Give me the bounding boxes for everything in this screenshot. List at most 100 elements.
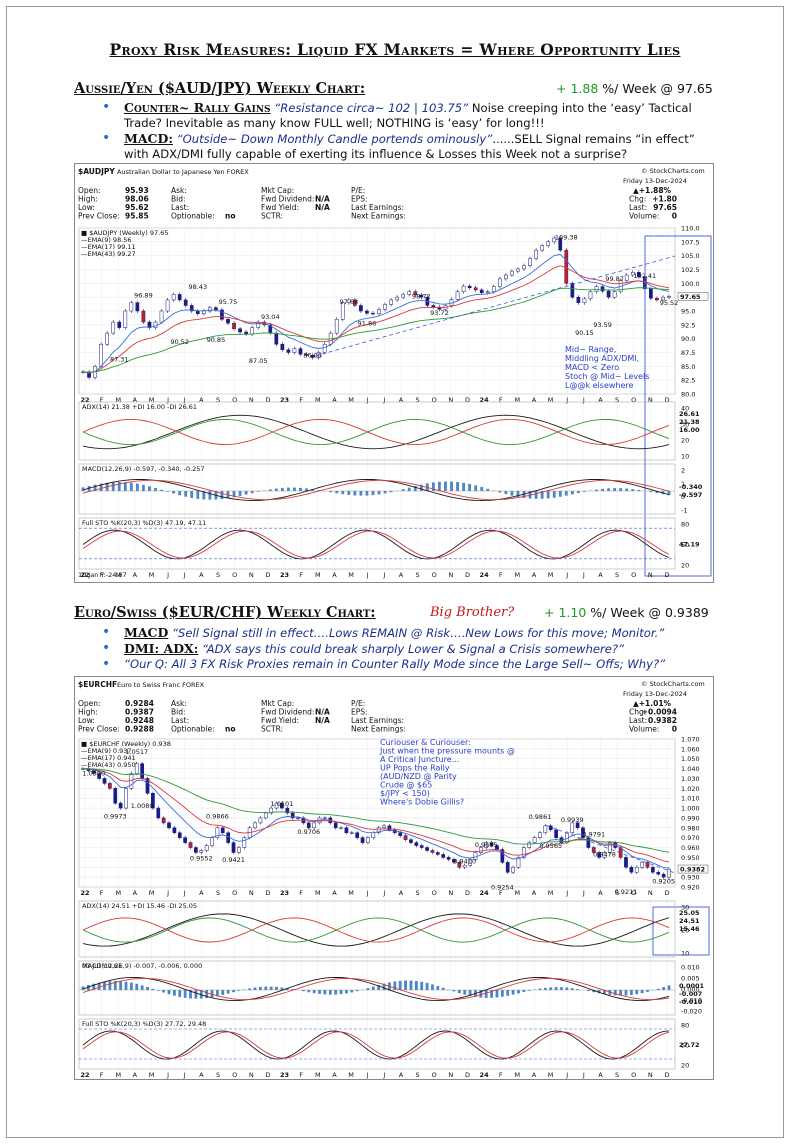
x-tick-26: M (515, 396, 521, 404)
macd-tick-2: 0.000 (681, 986, 700, 994)
macd-hist-16 (167, 990, 171, 995)
macd-hist-27 (226, 990, 230, 994)
candle-body-50 (349, 832, 354, 834)
candle-body-44 (346, 299, 351, 303)
quote-col3-3: SCTR: (261, 212, 283, 221)
candle-body-57 (387, 825, 392, 831)
sto-k-line (82, 1030, 670, 1060)
macd-hist-21 (208, 491, 212, 500)
macd-hist-55 (413, 486, 417, 491)
macd-hist-88 (554, 987, 558, 990)
macd-hist-63 (420, 981, 424, 990)
adx-value-1: 24.51 (679, 917, 700, 925)
candle-body-43 (312, 822, 317, 829)
price-label-12: 0.9861 (529, 813, 552, 821)
price-tick-2: 1.050 (681, 755, 700, 763)
candle-body-52 (395, 296, 399, 301)
legend-0: ■ $EURCHF (Weekly) 0.938 (81, 740, 171, 748)
candle-body-28 (231, 842, 236, 853)
price-label-0: 96.89 (134, 292, 153, 300)
candle-body-30 (242, 837, 247, 848)
x-tick-13: F (299, 889, 303, 897)
candle-body-45 (323, 817, 327, 819)
big-brother-note: Big Brother? (430, 605, 515, 620)
x-tick-22: N (448, 889, 453, 897)
macd-hist-45 (323, 990, 327, 995)
eur-bullet-3: “Our Q: All 3 FX Risk Proxies remain in … (100, 657, 740, 672)
macd-hist-66 (480, 486, 484, 491)
candle-body-20 (201, 310, 206, 315)
macd-hist-21 (194, 990, 198, 999)
macd-tick-0: 2 (681, 467, 685, 475)
price-tick-3: 102.5 (681, 266, 700, 274)
eur-b2-quote: “ADX says this could break sharply Lower… (198, 642, 625, 656)
candle-body-96 (661, 296, 665, 301)
quote-value-3: 95.85 (125, 212, 149, 221)
macd-hist-34 (264, 986, 268, 990)
candle-body-45 (353, 299, 357, 306)
candle-body-28 (250, 327, 255, 335)
quote-col3-0: Mkt Cap: (261, 186, 294, 195)
macd-header: 03 Jul Y:0.61 (82, 962, 122, 970)
macd-hist-33 (259, 986, 262, 990)
macd-hist-29 (237, 990, 241, 991)
adx-tick-1: 30 (681, 421, 689, 429)
x-tick-27: A (532, 396, 537, 404)
candle-body-69 (497, 278, 502, 287)
x-tick-bottom-17: J (366, 1071, 369, 1079)
candle-body-80 (564, 249, 569, 284)
price-label-8: 0.9706 (297, 828, 320, 836)
x-tick-bottom-11: D (265, 571, 270, 579)
macd-hist-9 (135, 483, 139, 491)
x-tick-bottom-34: N (648, 1071, 653, 1079)
price-tick-6: 95.0 (681, 308, 695, 316)
candle-body-10 (134, 763, 139, 774)
macd-hist-5 (108, 981, 112, 990)
macd-hist-61 (409, 980, 413, 990)
aud-b2-quote: “Outside~ Down Monthly Candle portends o… (172, 132, 493, 146)
macd-hist-62 (456, 481, 459, 491)
macd-hist-0 (81, 986, 85, 990)
macd-hist-95 (592, 990, 596, 993)
price-tick-9: 87.5 (681, 349, 695, 357)
candle-body-32 (274, 332, 279, 345)
macd-hist-19 (183, 990, 187, 998)
candle-body-16 (167, 822, 171, 829)
macd-hist-76 (540, 491, 544, 499)
annotation-line-2: MACD < Zero (565, 363, 619, 372)
annotation-line-1: Middling ADX/DMI, (565, 354, 639, 363)
sto-label: Full STO %K(20,3) %D(3) 27.72, 29.48 (82, 1020, 206, 1028)
x-tick-11: D (265, 396, 270, 404)
macd-hist-81 (517, 990, 520, 994)
macd-hist-86 (601, 488, 604, 491)
candle-body-104 (640, 862, 644, 868)
macd-hist-32 (274, 488, 278, 491)
x-tick-bottom-26: M (515, 1071, 521, 1079)
quote-value-0: 0.9284 (125, 699, 154, 708)
x-tick-bottom-1: F (100, 1071, 104, 1079)
macd-hist-55 (377, 985, 381, 990)
x-tick-23: D (465, 889, 470, 897)
macd-hist-20 (202, 491, 206, 500)
macd-hist-8 (124, 981, 128, 990)
quote-value-1: 0.9387 (125, 708, 154, 717)
quote-col4-2: Last Earnings: (351, 203, 404, 212)
x-tick-33: O (631, 889, 636, 897)
macd-hist-60 (404, 980, 407, 990)
macd-hist-46 (359, 491, 363, 496)
x-tick-8: S (216, 396, 220, 404)
price-label-18: 95.52 (660, 299, 679, 307)
candle-body-82 (521, 847, 526, 858)
chart-header-bg (75, 677, 713, 737)
candle-body-75 (484, 842, 489, 848)
legend-2: —EMA(17) 0.941 (81, 754, 136, 762)
candle-body-85 (538, 832, 542, 838)
price-tick-7: 92.5 (681, 321, 695, 329)
x-tick-18: J (382, 889, 385, 897)
x-tick-bottom-0: 22 (80, 1071, 89, 1079)
candle-body-102 (629, 867, 634, 873)
macd-hist-72 (516, 491, 520, 497)
sto-tick-0: 80 (681, 1022, 689, 1030)
quote-pct: ▲+1.01% (633, 699, 672, 708)
candle-body-79 (558, 237, 563, 251)
